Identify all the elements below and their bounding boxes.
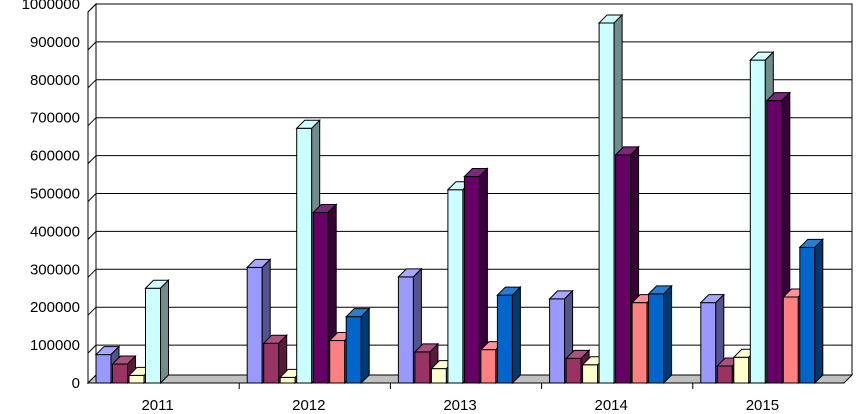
bar-front [145, 287, 161, 384]
bar-front [549, 298, 566, 384]
bar-side [360, 307, 370, 385]
bar [463, 167, 489, 385]
y-tick-label: 800000 [30, 72, 80, 89]
bar [144, 279, 170, 385]
bar-front [496, 294, 513, 384]
x-tick-label: 2013 [443, 397, 476, 414]
gridline-side [87, 41, 97, 51]
x-tick-label: 2011 [141, 397, 173, 414]
bar-front [128, 374, 145, 384]
bar-front [782, 296, 799, 384]
gridline-side [87, 306, 97, 316]
bar-side [511, 285, 521, 385]
bar-front [615, 154, 632, 384]
bar-side [160, 279, 169, 385]
bar-front [312, 211, 329, 384]
gridline-side [87, 117, 97, 127]
bar-front [430, 368, 447, 384]
bar-front [329, 340, 346, 384]
bars [94, 13, 825, 385]
x-axis-tick-labels: 2011 2012 2013 2014 2015 [141, 397, 779, 414]
gridline-side [87, 193, 97, 202]
bar [262, 333, 288, 385]
gridline-side [87, 344, 97, 354]
bar-front [648, 293, 665, 384]
y-tick-label: 100000 [30, 337, 80, 354]
bar-front [263, 342, 280, 384]
bar-front [598, 22, 615, 384]
bar-front [296, 127, 313, 384]
y-tick-label: 1000000 [22, 0, 80, 13]
y-tick-label: 500000 [30, 186, 80, 203]
bar-front [463, 175, 480, 384]
x-tick-label: 2014 [595, 397, 628, 414]
bar-front [397, 276, 414, 384]
gridline-side [87, 268, 97, 278]
gridline-side [87, 231, 97, 240]
bar-front [414, 351, 431, 384]
bar-front [582, 364, 599, 384]
bar-side [663, 284, 673, 385]
y-tick-label: 300000 [30, 261, 80, 278]
bar-front [246, 266, 263, 384]
bar-front [716, 365, 733, 384]
gridline-side [87, 79, 97, 89]
y-tick-label: 400000 [30, 223, 80, 240]
y-tick-label: 700000 [30, 110, 80, 127]
y-tick-label: 600000 [30, 148, 80, 165]
bar [798, 238, 825, 385]
bar-front [279, 376, 296, 384]
x-tick-label: 2012 [292, 397, 325, 414]
gridline-side [87, 155, 97, 164]
gridline-side [87, 3, 97, 13]
bar-front [565, 357, 582, 384]
bar [647, 284, 673, 385]
side-wall [87, 2, 97, 385]
bar [496, 285, 522, 385]
bar-front [700, 302, 717, 384]
y-tick-label: 0 [72, 375, 80, 392]
x-tick-label: 2015 [746, 397, 779, 414]
bar-front [799, 246, 816, 384]
bar-front [733, 356, 750, 384]
bar-front [345, 316, 362, 384]
y-tick-label: 200000 [30, 299, 80, 316]
bar-side [814, 238, 824, 385]
bar-front [95, 354, 112, 384]
bar-front [631, 302, 648, 384]
bar-front [447, 189, 464, 384]
y-tick-label: 900000 [30, 34, 80, 51]
bar-front [480, 349, 497, 384]
bar [344, 307, 371, 385]
y-axis-tick-labels: 0 100000 200000 300000 400000 500000 600000 700… [22, 0, 80, 392]
bar-front [112, 363, 128, 384]
bar-front [766, 100, 783, 384]
bar-front [749, 59, 766, 384]
